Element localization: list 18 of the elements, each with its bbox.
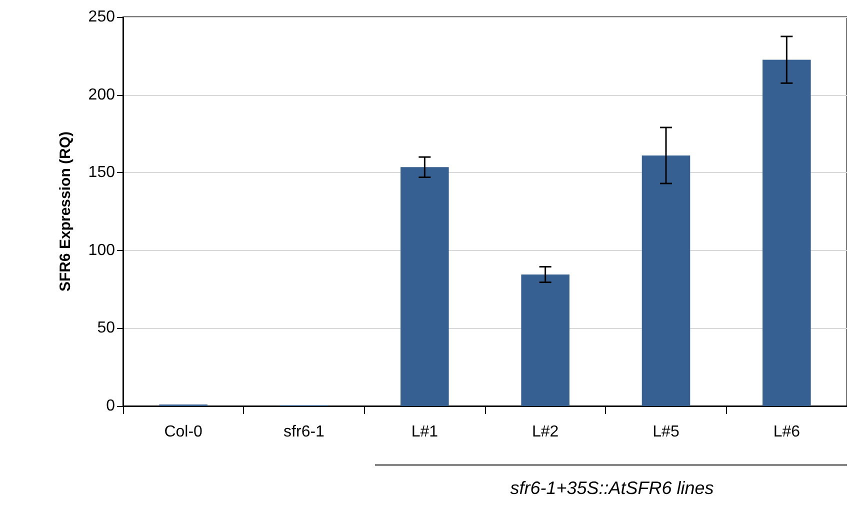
y-tick-label: 200 — [88, 86, 116, 104]
x-tick-label: Col-0 — [164, 424, 203, 440]
x-tick-label: L#5 — [652, 424, 680, 440]
bar — [762, 60, 811, 406]
x-tick-label: L#6 — [773, 424, 800, 440]
y-tick-label: 50 — [97, 320, 116, 337]
y-tick-label: 250 — [88, 8, 116, 26]
x-tick-label: L#1 — [411, 424, 438, 440]
x-tick-label: L#2 — [532, 424, 559, 440]
y-tick-label: 100 — [88, 242, 116, 259]
y-tick-label: 150 — [88, 164, 116, 182]
bar — [642, 155, 690, 406]
bar — [521, 274, 570, 406]
y-axis-title: SFR6 Expression (RQ) — [57, 131, 74, 292]
bar — [400, 167, 449, 406]
y-tick-label: 0 — [106, 398, 116, 414]
text: sfr6-1+35S::AtSFR6 lines — [510, 478, 714, 498]
x-tick-label: sfr6-1 — [284, 424, 325, 440]
